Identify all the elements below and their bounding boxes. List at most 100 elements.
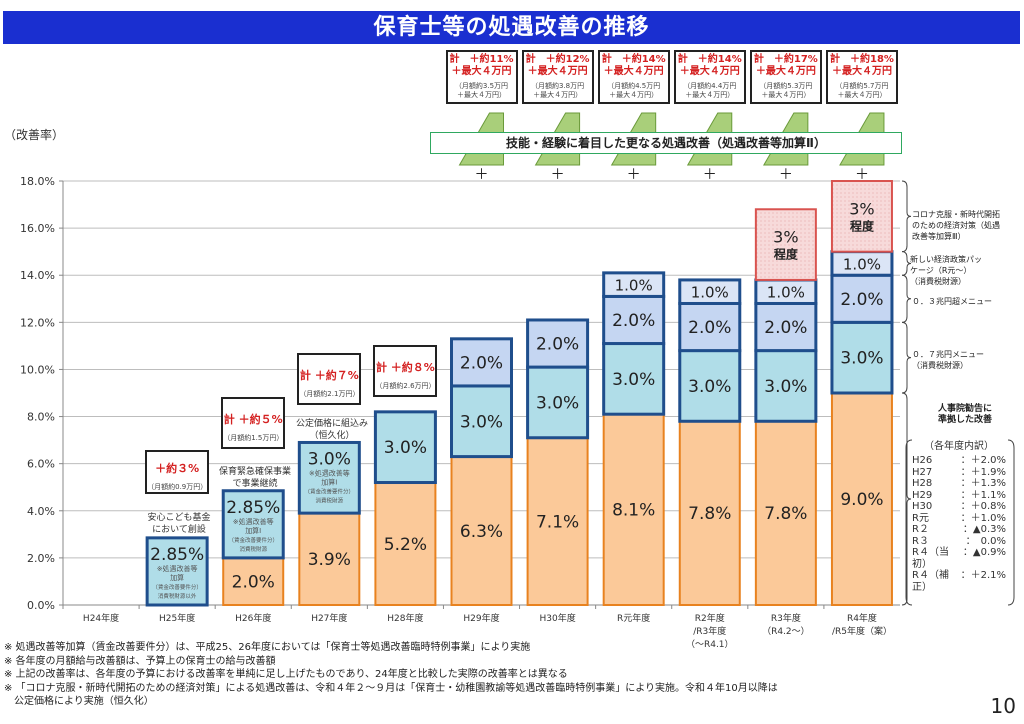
bar-sublabel: （賃金改善要件分）	[152, 583, 202, 591]
page-number: 10	[990, 694, 1016, 718]
small-total-amount: （月額約1.5万円）	[223, 434, 284, 442]
bar-label: 3.0%	[840, 349, 883, 369]
total-box-line: ＋最大４万円）	[685, 91, 735, 99]
bar-segment-jinjiin	[374, 481, 437, 606]
x-tick-label: H30年度	[539, 612, 575, 624]
bar-segment-jinjiin	[754, 420, 817, 606]
total-box-line: （月額約3.8万円	[531, 82, 585, 90]
breakdown-value: ：＋0.8%	[960, 501, 1006, 512]
breakdown-row: H26 ：＋2.0%	[908, 455, 1010, 467]
breakdown-bracket	[905, 439, 1015, 606]
plus-icon: ＋	[778, 167, 793, 183]
bar-sublabel: 消費税財源	[239, 545, 267, 553]
bar-label: 7.8%	[688, 504, 731, 524]
y-tick-label: 8.0%	[27, 411, 55, 424]
total-box: 計 ＋約14% ＋最大４万円 （月額約4.4万円 ＋最大４万円）	[673, 50, 746, 104]
bar-segment-menu_03	[830, 273, 894, 324]
yearly-breakdown: （各年度内訳） H26 ：＋2.0% H27 ：＋1.9% H28 ：＋1.3% H29 ：＋…	[908, 437, 1010, 605]
small-total-amount: （月額約2.1万円）	[299, 390, 360, 398]
x-tick-label: H27年度	[311, 612, 347, 624]
y-tick-label: 14.0%	[20, 269, 55, 282]
breakdown-row: R４（当初） ：▲0.9%	[908, 547, 1010, 570]
h25-note-line: 安心こども基金	[147, 513, 211, 523]
total-box-line: 計 ＋約14%	[601, 54, 666, 65]
bar-label: 1.0%	[615, 277, 653, 295]
y-tick-label: 2.0%	[27, 552, 55, 565]
small-total-rate: 計 ＋約８%	[375, 361, 435, 374]
note-line: のための経済対策（処遇	[912, 221, 1000, 230]
x-tick-label: H29年度	[463, 612, 499, 624]
bar-segment-jinjiin	[602, 413, 665, 607]
y-tick-label: 16.0%	[20, 222, 55, 235]
plus-icon: ＋	[474, 167, 489, 183]
brace-menu-03	[901, 274, 912, 323]
breakdown-year: R３	[912, 535, 929, 547]
y-tick-label: 10.0%	[20, 363, 55, 376]
total-box-line: ＋最大４万円）	[533, 91, 583, 99]
plus-icon: ＋	[702, 167, 717, 183]
bar-label: 6.3%	[460, 522, 503, 542]
footnote: ※ 処遇改善等加算（賃金改善要件分）は、平成25、26年度においては「保育士等処…	[4, 642, 531, 653]
bar-label: 程度	[850, 218, 875, 233]
note-line: 準拠した改善	[937, 415, 992, 425]
total-box-line: ＋最大４万円）	[837, 91, 887, 99]
bar-label: 3%	[849, 199, 874, 218]
total-box-line: ＋最大４万円	[603, 66, 664, 77]
total-box-line: ＋最大４万円）	[609, 91, 659, 99]
total-box: 計 ＋約17% ＋最大４万円 （月額約5.3万円 ＋最大４万円）	[749, 50, 822, 104]
page-title: 保育士等の処遇改善の推移	[3, 11, 1020, 44]
bar-segment-menu_03	[526, 318, 590, 369]
x-tick-label: R4年度	[847, 612, 877, 624]
small-total-rate: 計 ＋約７%	[299, 369, 359, 382]
bar-label: 2.0%	[840, 290, 883, 310]
total-box-line: ＋最大４万円	[755, 66, 816, 77]
bar-sublabel: 加算	[170, 573, 184, 582]
x-tick-label: /R3年度	[693, 625, 726, 637]
bar-label: 3.0%	[460, 412, 503, 432]
breakdown-header: （各年度内訳）	[924, 441, 994, 452]
note-line: 新しい経済政策パッ	[910, 255, 982, 264]
breakdown-year: H29	[912, 489, 933, 501]
footnote: ※ 「コロナ克服・新時代開拓のための経済対策」による処遇改善は、令和４年２～９月…	[4, 682, 778, 694]
breakdown-year: H30	[912, 501, 933, 512]
brace-package	[901, 251, 912, 276]
x-tick-label: R3年度	[771, 612, 801, 624]
plus-icon: ＋	[550, 167, 565, 183]
x-tick-label: /R5年度（案）	[832, 625, 892, 637]
note-jinjiin: 人事院勧告に 準拠した改善	[912, 404, 1018, 426]
bar-label: 1.0%	[691, 284, 729, 302]
bar-segment-kasan	[602, 342, 666, 416]
h25-note: 安心こども基金 において創設	[136, 512, 222, 536]
total-box: 計 ＋約12% ＋最大４万円 （月額約3.8万円 ＋最大４万円）	[521, 50, 594, 104]
note-new-package: 新しい経済政策パッ ケージ（R元～） （消費税財源）	[910, 254, 1020, 287]
breakdown-value: ：▲0.9%	[962, 547, 1006, 558]
bar-label: 2.0%	[536, 335, 579, 355]
bar-segment-kasan	[297, 440, 361, 515]
bar-segment-package_r1	[678, 278, 742, 305]
skill-improvement-band: 技能・経験に着目した更なる処遇改善（処遇改善等加算Ⅱ）	[430, 132, 902, 154]
total-box-line: 計 ＋約14%	[677, 54, 742, 65]
bar-label: 7.8%	[764, 504, 807, 524]
h26-note-line: で事業継続	[232, 479, 278, 489]
bar-segment-jinjiin	[298, 512, 361, 607]
y-tick-label: 12.0%	[20, 316, 55, 329]
y-axis-unit-label: （改善率）	[4, 128, 65, 142]
bar-segment-kasan	[221, 489, 285, 560]
x-tick-label: H25年度	[159, 612, 195, 624]
footnote: ※ 上記の改善率は、各年度の予算における改善率を単純に足し上げたものであり、24…	[4, 669, 568, 680]
small-total-rate: 計 ＋約５%	[223, 413, 283, 426]
footnote: 公定価格により実施（恒久化）	[4, 696, 154, 707]
y-tick-label: 6.0%	[27, 458, 55, 471]
total-box: 計 ＋約18% ＋最大４万円 （月額約5.7万円 ＋最大４万円）	[825, 50, 898, 104]
total-box-line: （月額約5.7万円	[835, 82, 889, 90]
bar-segment-kasan	[373, 410, 437, 485]
small-total-amount: （月額約2.6万円）	[375, 382, 436, 390]
small-total-box: 計 ＋約８% （月額約2.6万円）	[373, 345, 438, 397]
breakdown-value: ：＋1.9%	[960, 466, 1006, 478]
total-box: 計 ＋約14% ＋最大４万円 （月額約4.5万円 ＋最大４万円）	[597, 50, 670, 104]
small-total-amount: （月額約0.9万円）	[147, 483, 208, 491]
y-tick-label: 4.0%	[27, 505, 55, 518]
plus-icon: ＋	[626, 167, 641, 183]
note-line: コロナ克服・新時代開拓	[912, 210, 1000, 219]
